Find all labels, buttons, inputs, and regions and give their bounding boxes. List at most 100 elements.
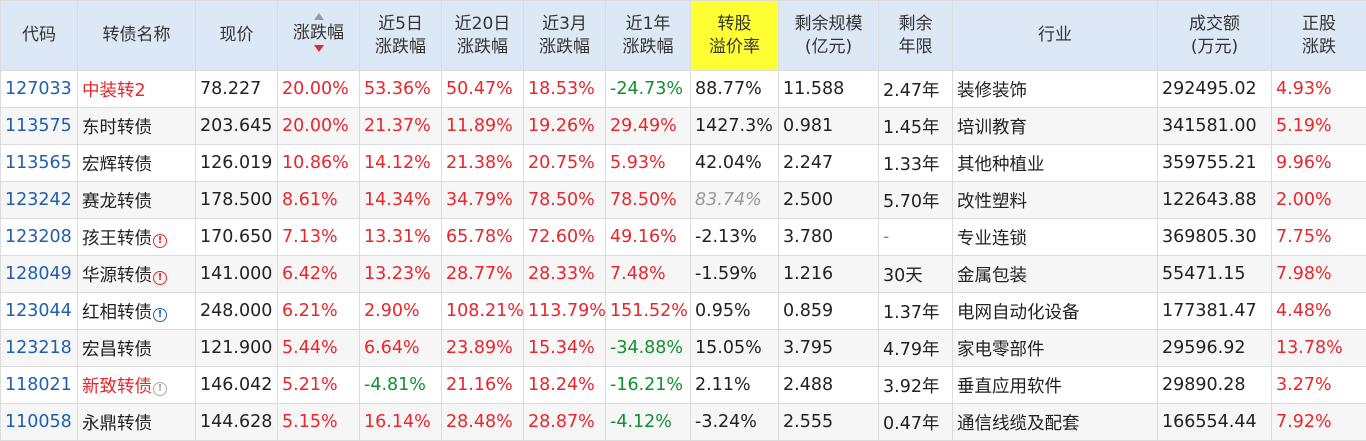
col-header-stock-change[interactable]: 正股 涨跌 <box>1271 0 1366 71</box>
cell-code[interactable]: 123242 <box>0 181 78 219</box>
cell-price: 121.900 <box>195 329 278 367</box>
table-row[interactable]: 118021 新致转债! 146.042 5.21% -4.81% 21.16% 18.24… <box>0 366 1366 404</box>
cell-stock-change: 7.75% <box>1271 218 1366 256</box>
cell-20d-text: 28.77% <box>446 264 513 284</box>
table-row[interactable]: 123242 赛龙转债 178.500 8.61% 14.34% 34.79% 78.50%… <box>0 181 1366 219</box>
col-header-change[interactable]: 涨跌幅 <box>277 0 360 71</box>
col-header-volume[interactable]: 成交额 (万元) <box>1157 0 1272 71</box>
cell-code[interactable]: 113565 <box>0 144 78 182</box>
cell-name[interactable]: 宏昌转债 <box>77 329 196 367</box>
cell-premium-text: -3.24% <box>695 412 757 432</box>
cell-name[interactable]: 中装转2 <box>77 70 196 108</box>
cell-name[interactable]: 华源转债! <box>77 255 196 293</box>
cell-industry: 培训教育 <box>952 107 1158 145</box>
cell-1y: 49.16% <box>605 218 691 256</box>
col-header-price[interactable]: 现价 <box>195 0 278 71</box>
cell-3m: 18.24% <box>523 366 606 404</box>
table-row[interactable]: 113565 宏辉转债 126.019 10.86% 14.12% 21.38% 20.75… <box>0 144 1366 182</box>
cell-3m-text: 28.33% <box>528 264 595 284</box>
cell-premium-text: -2.13% <box>695 227 757 247</box>
cell-change-text: 5.15% <box>282 412 338 432</box>
col-header-1y[interactable]: 近1年 涨跌幅 <box>605 0 691 71</box>
cell-5d-text: 13.23% <box>364 264 431 284</box>
cell-scale-text: 3.780 <box>783 227 834 247</box>
cell-volume: 369805.30 <box>1157 218 1272 256</box>
cell-change: 5.15% <box>277 403 360 441</box>
table-row[interactable]: 123044 红相转债! 248.000 6.21% 2.90% 108.21% 113.7… <box>0 292 1366 330</box>
cell-1y-text: -16.21% <box>610 375 684 395</box>
table-row[interactable]: 123218 宏昌转债 121.900 5.44% 6.64% 23.89% 15.34% -… <box>0 329 1366 367</box>
table-row[interactable]: 110058 永鼎转债 144.628 5.15% 16.14% 28.48% 28.87%… <box>0 403 1366 441</box>
col-header-20d[interactable]: 近20日 涨跌幅 <box>441 0 524 71</box>
cell-change-text: 6.21% <box>282 301 338 321</box>
info-icon[interactable]: ! <box>153 307 167 322</box>
col-header-term[interactable]: 剩余 年限 <box>878 0 953 71</box>
cell-stock-change: 3.27% <box>1271 366 1366 404</box>
cell-change-text: 6.42% <box>282 264 338 284</box>
col-header-name[interactable]: 转债名称 <box>77 0 196 71</box>
cell-price-text: 203.645 <box>200 116 273 136</box>
col-header-industry[interactable]: 行业 <box>952 0 1158 71</box>
cell-price-text: 141.000 <box>200 264 273 284</box>
cell-scale: 2.555 <box>778 403 879 441</box>
cell-scale-text: 2.247 <box>783 153 834 173</box>
col-header-scale[interactable]: 剩余规模 (亿元) <box>778 0 879 71</box>
cell-name[interactable]: 新致转债! <box>77 366 196 404</box>
cell-5d: 14.34% <box>359 181 442 219</box>
cell-price: 203.645 <box>195 107 278 145</box>
cell-code[interactable]: 113575 <box>0 107 78 145</box>
cell-industry: 专业连锁 <box>952 218 1158 256</box>
cell-change-text: 5.21% <box>282 375 338 395</box>
cell-1y-text: -4.12% <box>610 412 672 432</box>
cell-3m: 20.75% <box>523 144 606 182</box>
table-row[interactable]: 123208 孩王转债! 170.650 7.13% 13.31% 65.78% 72.60… <box>0 218 1366 256</box>
cell-industry-text: 垂直应用软件 <box>957 376 1062 397</box>
sort-down-icon <box>278 45 359 54</box>
cell-3m-text: 18.24% <box>528 375 595 395</box>
cell-5d-text: 6.64% <box>364 338 420 358</box>
cell-industry: 垂直应用软件 <box>952 366 1158 404</box>
cell-premium: -3.24% <box>690 403 779 441</box>
cell-name[interactable]: 赛龙转债 <box>77 181 196 219</box>
cell-code[interactable]: 127033 <box>0 70 78 108</box>
cell-name[interactable]: 孩王转债! <box>77 218 196 256</box>
cell-code[interactable]: 118021 <box>0 366 78 404</box>
cell-1y: -24.73% <box>605 70 691 108</box>
cell-industry-text: 通信线缆及配套 <box>957 413 1080 434</box>
table-row[interactable]: 127033 中装转2 78.227 20.00% 53.36% 50.47% 18.53%… <box>0 70 1366 108</box>
notice-icon[interactable]: ! <box>153 381 167 396</box>
cell-price: 248.000 <box>195 292 278 330</box>
cell-name[interactable]: 东时转债 <box>77 107 196 145</box>
cell-price-text: 146.042 <box>200 375 273 395</box>
cell-code[interactable]: 123218 <box>0 329 78 367</box>
cell-premium-text: 2.11% <box>695 375 751 395</box>
cell-name[interactable]: 宏辉转债 <box>77 144 196 182</box>
cell-name[interactable]: 红相转债! <box>77 292 196 330</box>
table-row[interactable]: 128049 华源转债! 141.000 6.42% 13.23% 28.77% 28.33… <box>0 255 1366 293</box>
alert-icon[interactable]: ! <box>153 233 167 248</box>
cell-volume-text: 369805.30 <box>1162 227 1257 247</box>
table-row[interactable]: 113575 东时转债 203.645 20.00% 21.37% 11.89% 19.26… <box>0 107 1366 145</box>
col-header-3m[interactable]: 近3月 涨跌幅 <box>523 0 606 71</box>
cell-code[interactable]: 123208 <box>0 218 78 256</box>
cell-20d: 21.38% <box>441 144 524 182</box>
cell-name-text: 东时转债 <box>82 117 152 138</box>
cell-name[interactable]: 永鼎转债 <box>77 403 196 441</box>
cell-code[interactable]: 123044 <box>0 292 78 330</box>
alert-icon[interactable]: ! <box>153 270 167 285</box>
cell-stock-change: 5.19% <box>1271 107 1366 145</box>
cell-code[interactable]: 110058 <box>0 403 78 441</box>
col-header-5d[interactable]: 近5日 涨跌幅 <box>359 0 442 71</box>
cell-stock-change-text: 7.92% <box>1276 412 1332 432</box>
cell-price: 178.500 <box>195 181 278 219</box>
table-body: 127033 中装转2 78.227 20.00% 53.36% 50.47% 18.53%… <box>0 70 1366 441</box>
cell-volume: 55471.15 <box>1157 255 1272 293</box>
cell-stock-change-text: 7.75% <box>1276 227 1332 247</box>
cell-20d-text: 21.38% <box>446 153 513 173</box>
col-header-code[interactable]: 代码 <box>0 0 78 71</box>
col-header-premium[interactable]: 转股 溢价率 <box>690 0 779 71</box>
cell-code-text: 127033 <box>5 79 72 99</box>
cell-price-text: 178.500 <box>200 190 273 210</box>
cell-code[interactable]: 128049 <box>0 255 78 293</box>
cell-3m: 19.26% <box>523 107 606 145</box>
